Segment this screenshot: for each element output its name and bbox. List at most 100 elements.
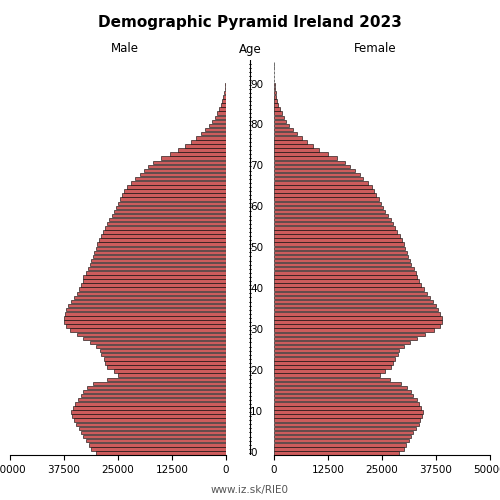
Bar [221,104,226,107]
Bar [274,181,368,184]
Bar [274,447,404,450]
Bar [274,194,376,197]
Bar [274,177,364,180]
Bar [274,189,374,192]
Bar [209,124,226,127]
Bar [274,112,281,115]
Bar [274,418,420,422]
Bar [274,185,372,188]
Bar [274,108,280,111]
Text: 70: 70 [250,162,263,172]
Bar [274,140,308,143]
Bar [224,87,226,90]
Bar [90,340,226,344]
Bar [120,198,226,201]
Bar [274,234,400,238]
Bar [82,280,226,283]
Bar [274,136,302,140]
Text: 40: 40 [250,284,263,294]
Bar [274,226,395,230]
Text: 50: 50 [250,244,263,254]
Bar [98,238,226,242]
Bar [74,418,226,422]
Bar [88,267,226,270]
Bar [118,374,226,377]
Bar [274,230,397,234]
Bar [274,398,416,402]
Bar [274,378,390,381]
Bar [274,280,418,283]
Bar [274,152,328,156]
Bar [274,324,440,328]
Text: 20: 20 [250,366,263,376]
Bar [274,292,428,295]
Bar [114,370,226,373]
Bar [88,443,226,446]
Bar [74,296,226,299]
Text: 0: 0 [250,448,256,458]
Bar [82,430,226,434]
Text: Female: Female [354,42,397,56]
Bar [118,202,226,205]
Bar [72,300,226,303]
Bar [274,414,422,418]
Bar [79,288,226,291]
Bar [274,198,378,201]
Text: Male: Male [111,42,139,56]
Bar [274,160,345,164]
Bar [274,91,276,94]
Bar [274,246,405,250]
Bar [131,181,226,184]
Bar [224,91,226,94]
Bar [212,120,226,123]
Bar [274,124,289,127]
Bar [87,386,226,389]
Bar [98,242,226,246]
Bar [75,402,226,406]
Bar [274,259,410,262]
Bar [68,304,226,308]
Bar [274,300,433,303]
Bar [77,292,226,295]
Bar [100,234,226,238]
Text: 10: 10 [250,407,263,417]
Bar [274,382,402,385]
Bar [274,406,422,409]
Bar [100,353,226,356]
Bar [114,210,226,213]
Bar [274,210,386,213]
Bar [274,304,436,308]
Bar [223,95,226,98]
Bar [274,374,380,377]
Bar [170,152,226,156]
Bar [148,164,226,168]
Bar [274,316,442,320]
Bar [274,284,421,287]
Bar [107,366,226,368]
Bar [81,394,226,398]
Bar [274,308,438,312]
Bar [274,218,390,222]
Bar [72,414,226,418]
Bar [274,173,360,176]
Bar [274,250,406,254]
Text: Demographic Pyramid Ireland 2023: Demographic Pyramid Ireland 2023 [98,15,402,30]
Bar [110,218,226,222]
Bar [274,366,390,368]
Bar [178,148,226,152]
Bar [144,169,226,172]
Bar [274,238,402,242]
Bar [77,332,226,336]
Bar [274,370,385,373]
Bar [84,275,226,278]
Bar [274,422,418,426]
Bar [86,439,226,442]
Bar [274,164,349,168]
Bar [104,357,226,360]
Bar [274,132,297,136]
Bar [103,230,226,234]
Bar [84,336,226,340]
Bar [90,263,226,266]
Bar [274,206,383,209]
Text: Age: Age [238,42,262,56]
